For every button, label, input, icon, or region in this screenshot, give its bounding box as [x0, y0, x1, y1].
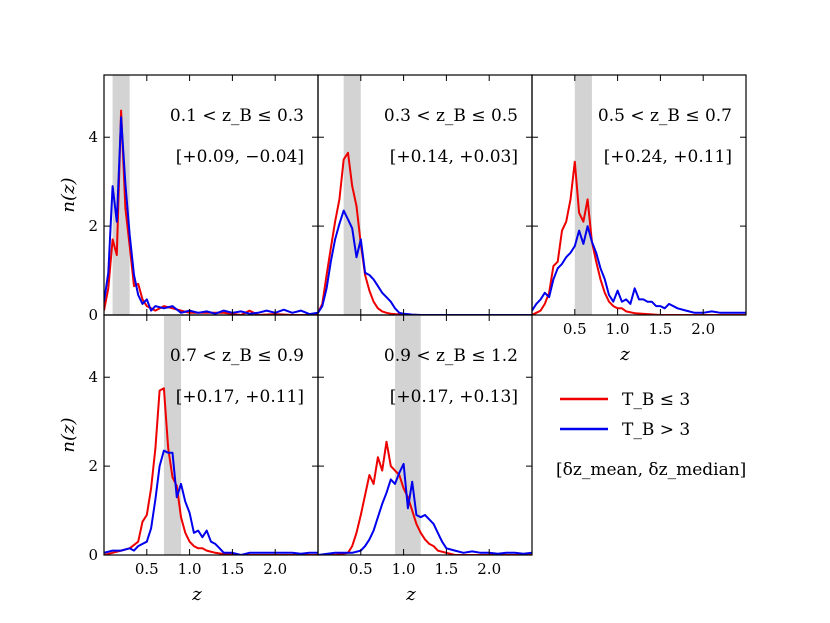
series-line-tb-le-3 [318, 440, 532, 555]
redshift-band [343, 75, 361, 315]
y-tick-label: 4 [88, 368, 98, 386]
series-line-tb-le-3 [532, 160, 746, 315]
x-tick-label: 0.5 [563, 320, 587, 338]
panel-3: 0.5 1.0 1.5 2.0 z 0.5 < z_B ≤ 0.7 [+0.24, +0.1… [531, 74, 747, 365]
offset-label: [+0.24, +0.11] [604, 147, 732, 167]
bin-range-label: 0.1 < z_B ≤ 0.3 [170, 106, 304, 126]
x-tick-label: 1.5 [220, 560, 244, 578]
legend: T_B ≤ 3 T_B > 3 [δz_mean, δz_median] [556, 390, 746, 480]
panel-1: 0 2 4 n(z) 0.1 < z_B ≤ 0.3 [+0.09, −0.04] [58, 74, 319, 324]
panel-frame [317, 314, 533, 556]
y-axis-label: n(z) [58, 177, 79, 212]
bin-range-label: 0.3 < z_B ≤ 0.5 [384, 106, 518, 126]
offset-label: [+0.09, −0.04] [176, 147, 304, 167]
y-tick-label: 4 [88, 128, 98, 146]
y-tick-label: 2 [88, 457, 98, 475]
legend-note: [δz_mean, δz_median] [556, 460, 746, 480]
y-axis-label: n(z) [58, 417, 79, 452]
bin-range-label: 0.7 < z_B ≤ 0.9 [170, 346, 304, 366]
panel-2: 0.3 < z_B ≤ 0.5 [+0.14, +0.03] [317, 74, 533, 316]
series-line-tb-gt-3 [318, 462, 532, 555]
x-tick-label: 1.0 [392, 560, 416, 578]
offset-label: [+0.17, +0.13] [390, 387, 518, 407]
x-tick-label: 1.5 [434, 560, 458, 578]
x-tick-label: 2.0 [477, 560, 501, 578]
series-line-tb-gt-3 [104, 449, 318, 555]
series-line-tb-le-3 [104, 387, 318, 555]
y-tick-label: 0 [88, 546, 98, 564]
x-tick-label: 0.5 [349, 560, 373, 578]
bin-range-label: 0.9 < z_B ≤ 1.2 [384, 346, 518, 366]
x-tick-label: 1.5 [648, 320, 672, 338]
x-tick-label: 0.5 [135, 560, 159, 578]
legend-label-tb-le-3: T_B ≤ 3 [622, 390, 690, 410]
legend-label-tb-gt-3: T_B > 3 [622, 420, 690, 440]
y-tick-label: 2 [88, 217, 98, 235]
x-tick-label: 2.0 [263, 560, 287, 578]
offset-label: [+0.14, +0.03] [390, 147, 518, 167]
x-axis-label: z [405, 584, 416, 605]
series-line-tb-le-3 [104, 109, 318, 315]
x-tick-label: 2.0 [691, 320, 715, 338]
series-line-tb-gt-3 [104, 116, 318, 315]
redshift-band [574, 75, 592, 315]
panel-5: 0.5 1.0 1.5 2.0 z 0.9 < z_B ≤ 1.2 [+0.17, +0.1… [317, 314, 533, 605]
x-tick-label: 1.0 [606, 320, 630, 338]
panel-4: 0 2 4 n(z) 0.5 1.0 1.5 2.0 z 0.7 < z_B ≤ 0.9 [+0.1… [58, 314, 319, 605]
panel-frame [531, 74, 747, 316]
y-tick-label: 0 [88, 306, 98, 324]
x-axis-label: z [619, 344, 630, 365]
bin-range-label: 0.5 < z_B ≤ 0.7 [598, 106, 732, 126]
x-axis-label: z [191, 584, 202, 605]
series-line-tb-gt-3 [532, 225, 746, 314]
x-tick-label: 1.0 [178, 560, 202, 578]
offset-label: [+0.17, +0.11] [176, 387, 304, 407]
